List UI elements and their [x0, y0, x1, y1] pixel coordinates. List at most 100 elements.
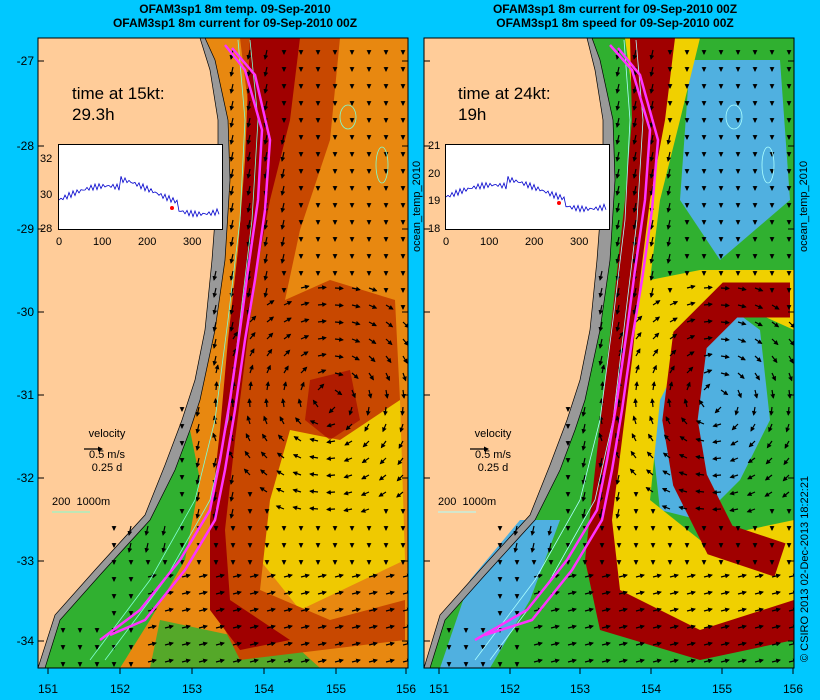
current-arrow — [771, 658, 781, 664]
right-inset-xtick-2: 200 — [525, 236, 544, 248]
current-arrow — [652, 300, 661, 306]
current-arrow — [737, 355, 746, 361]
current-arrow — [747, 474, 756, 480]
current-arrow — [245, 433, 251, 442]
right-time-line1: time at 24kt: — [458, 84, 551, 103]
current-arrow — [632, 304, 638, 315]
ytick-1: -28 — [16, 139, 34, 153]
current-arrow — [402, 658, 408, 664]
current-arrow — [249, 607, 259, 613]
current-arrow — [334, 624, 344, 630]
current-arrow — [368, 338, 377, 344]
current-arrow — [195, 474, 201, 485]
current-arrow — [246, 134, 252, 145]
current-arrow — [652, 658, 662, 664]
current-arrow — [785, 423, 791, 433]
current-arrow — [243, 468, 251, 476]
current-arrow — [379, 457, 387, 465]
current-arrow — [275, 488, 285, 493]
current-arrow — [686, 318, 696, 323]
current-arrow — [198, 573, 208, 579]
current-arrow — [231, 381, 236, 391]
current-arrow — [266, 332, 274, 340]
current-arrow — [280, 134, 286, 145]
current-arrow — [276, 452, 285, 459]
current-arrow — [266, 348, 273, 357]
current-arrow — [317, 573, 327, 579]
left-green-zone — [45, 430, 200, 668]
current-arrow — [652, 364, 657, 374]
current-arrow — [753, 389, 759, 399]
current-arrow — [737, 573, 747, 579]
current-arrow — [334, 319, 344, 325]
current-arrow — [229, 83, 235, 94]
current-arrow — [737, 286, 747, 292]
current-arrow — [695, 472, 705, 477]
current-arrow — [686, 301, 696, 307]
current-arrow — [144, 525, 150, 536]
current-arrow — [300, 301, 310, 307]
current-arrow — [681, 417, 688, 425]
current-arrow — [754, 573, 764, 579]
current-arrow — [229, 117, 235, 128]
current-arrow — [334, 607, 344, 613]
current-arrow — [695, 489, 705, 494]
current-arrow — [397, 457, 404, 466]
current-arrow — [651, 381, 657, 391]
current-arrow — [249, 590, 259, 596]
current-arrow — [632, 185, 638, 196]
current-arrow — [695, 437, 705, 443]
current-arrow — [661, 488, 671, 493]
current-arrow — [402, 641, 408, 647]
ytick-5: -32 — [16, 471, 34, 485]
current-arrow — [669, 624, 679, 630]
current-arrow — [262, 433, 268, 442]
current-arrow — [652, 641, 662, 647]
xtick-r4: 155 — [711, 682, 733, 696]
current-arrow — [712, 422, 722, 428]
current-arrow — [649, 83, 655, 94]
current-arrow — [181, 658, 191, 664]
current-arrow — [788, 641, 794, 647]
current-arrow — [635, 607, 645, 613]
left-frame — [37, 37, 409, 669]
current-arrow — [618, 573, 628, 579]
current-arrow — [601, 641, 611, 647]
current-arrow — [212, 432, 217, 442]
current-arrow — [334, 573, 344, 579]
current-arrow — [317, 383, 325, 391]
left-depth-legend: 200 1000m — [52, 496, 110, 508]
current-arrow — [581, 406, 587, 417]
current-arrow — [351, 573, 361, 579]
current-arrow — [616, 398, 622, 408]
left-eddy-core — [305, 370, 360, 440]
current-arrow — [195, 423, 201, 434]
current-arrow — [584, 590, 594, 596]
current-arrow — [737, 372, 745, 379]
current-arrow — [686, 366, 694, 374]
current-arrow — [147, 658, 157, 664]
current-arrow — [215, 573, 225, 579]
current-arrow — [634, 381, 639, 391]
current-arrow — [300, 658, 310, 664]
current-arrow — [249, 573, 259, 579]
current-arrow — [283, 349, 291, 357]
current-arrow — [754, 590, 764, 596]
current-arrow — [686, 641, 696, 647]
current-arrow — [300, 607, 310, 613]
current-arrow — [365, 406, 371, 416]
current-arrow — [669, 301, 679, 306]
current-arrow — [550, 641, 560, 647]
current-arrow — [229, 236, 235, 247]
current-arrow — [703, 352, 713, 358]
current-arrow — [669, 607, 679, 613]
current-arrow — [663, 434, 671, 442]
current-arrow — [300, 590, 310, 596]
current-arrow — [351, 641, 361, 647]
current-arrow — [385, 658, 395, 664]
current-arrow — [786, 406, 792, 416]
current-arrow — [770, 389, 776, 399]
current-arrow — [632, 253, 638, 264]
current-arrow — [263, 151, 269, 162]
current-arrow — [212, 321, 218, 332]
